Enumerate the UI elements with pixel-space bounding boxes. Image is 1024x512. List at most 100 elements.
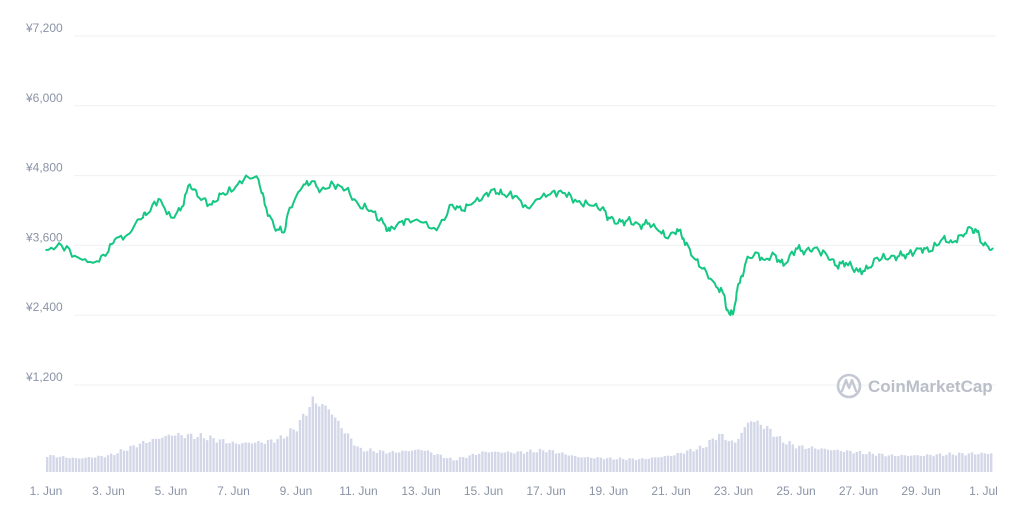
price-point [104,255,107,257]
volume-bar [638,459,641,472]
volume-bar [516,451,519,472]
price-point [273,225,275,228]
volume-bar [868,451,871,472]
volume-bar [439,454,442,472]
volume-bar [545,452,548,472]
volume-bar [574,455,577,472]
price-point [563,192,566,194]
price-point [407,218,410,221]
volume-bar [90,457,94,472]
volume-bar [193,439,196,472]
volume-bar [558,453,561,472]
volume-bar [167,434,170,472]
volume-bar [497,451,500,472]
volume-bar [618,457,622,472]
volume-bar [903,455,906,472]
volume-bar [810,446,814,472]
volume-bar [55,457,58,472]
volume-bar [263,443,266,472]
x-tick-label: 9. Jun [280,484,313,498]
volume-bar [708,439,711,472]
volume-bar [340,428,343,472]
volume-bar [634,460,638,472]
volume-bar [311,396,314,472]
volume-bar [580,457,583,472]
volume-bar [324,405,327,472]
volume-bar [212,438,215,472]
volume-bar [113,455,116,472]
volume-bar [926,454,929,472]
x-tick-label: 27. Jun [839,484,878,498]
volume-bar [356,446,359,472]
volume-bar [871,453,874,472]
coinmarketcap-logo-icon [836,373,862,399]
volume-bar [922,455,926,472]
volume-bar [862,454,865,472]
volume-bar [650,457,654,472]
price-point [220,193,222,196]
price-point [92,262,94,264]
volume-bar [257,440,260,472]
volume-bar [388,452,391,472]
volume-bar [935,454,938,472]
volume-bar [641,458,644,472]
volume-bar [964,455,967,472]
volume-bar [295,431,298,472]
volume-bar [116,453,119,472]
price-point [513,195,516,197]
price-point [113,238,116,241]
price-point [745,260,747,263]
volume-bar [564,454,567,472]
volume-bar [836,449,839,472]
price-point [501,193,504,196]
price-point [813,246,816,249]
volume-bar [676,452,679,472]
volume-bar [852,453,855,472]
volume-bar [474,454,478,472]
price-point [713,282,716,285]
volume-bar [807,448,810,472]
volume-bar [932,456,935,472]
volume-bar [228,443,231,472]
price-point [920,247,922,250]
volume-bar [385,453,388,472]
volume-bar [65,457,68,472]
volume-bar [222,439,225,472]
volume-bar [567,455,570,472]
volume-bar [804,448,807,472]
price-point [982,244,985,247]
volume-bar [830,450,833,472]
volume-bar [548,449,551,472]
volume-bar [785,444,788,472]
volume-bar [170,435,174,472]
price-point [538,198,541,200]
volume-bar [644,459,647,472]
price-point [435,229,438,232]
volume-bar [174,435,177,472]
volume-bar [327,409,330,472]
price-point [492,188,494,191]
volume-bar [298,420,302,472]
volume-bar [702,448,705,472]
volume-bar [391,451,394,472]
volume-bar [593,458,596,472]
volume-bar [718,433,721,472]
price-point [138,218,141,221]
volume-bar [983,453,986,472]
x-tick-label: 7. Jun [217,484,250,498]
price-point [188,183,191,186]
volume-bar [791,444,794,472]
volume-bar [196,436,199,472]
volume-bar [980,452,983,472]
price-point [388,230,391,232]
volume-bar [126,450,129,472]
price-point [782,264,785,267]
price-point [773,253,775,255]
volume-bar [814,448,817,472]
price-point [398,221,400,223]
y-tick-label: ¥7,200 [25,21,63,35]
y-tick-label: ¥4,800 [25,161,63,175]
price-point [638,224,641,226]
volume-bar [900,454,903,472]
volume-bar [695,449,698,472]
